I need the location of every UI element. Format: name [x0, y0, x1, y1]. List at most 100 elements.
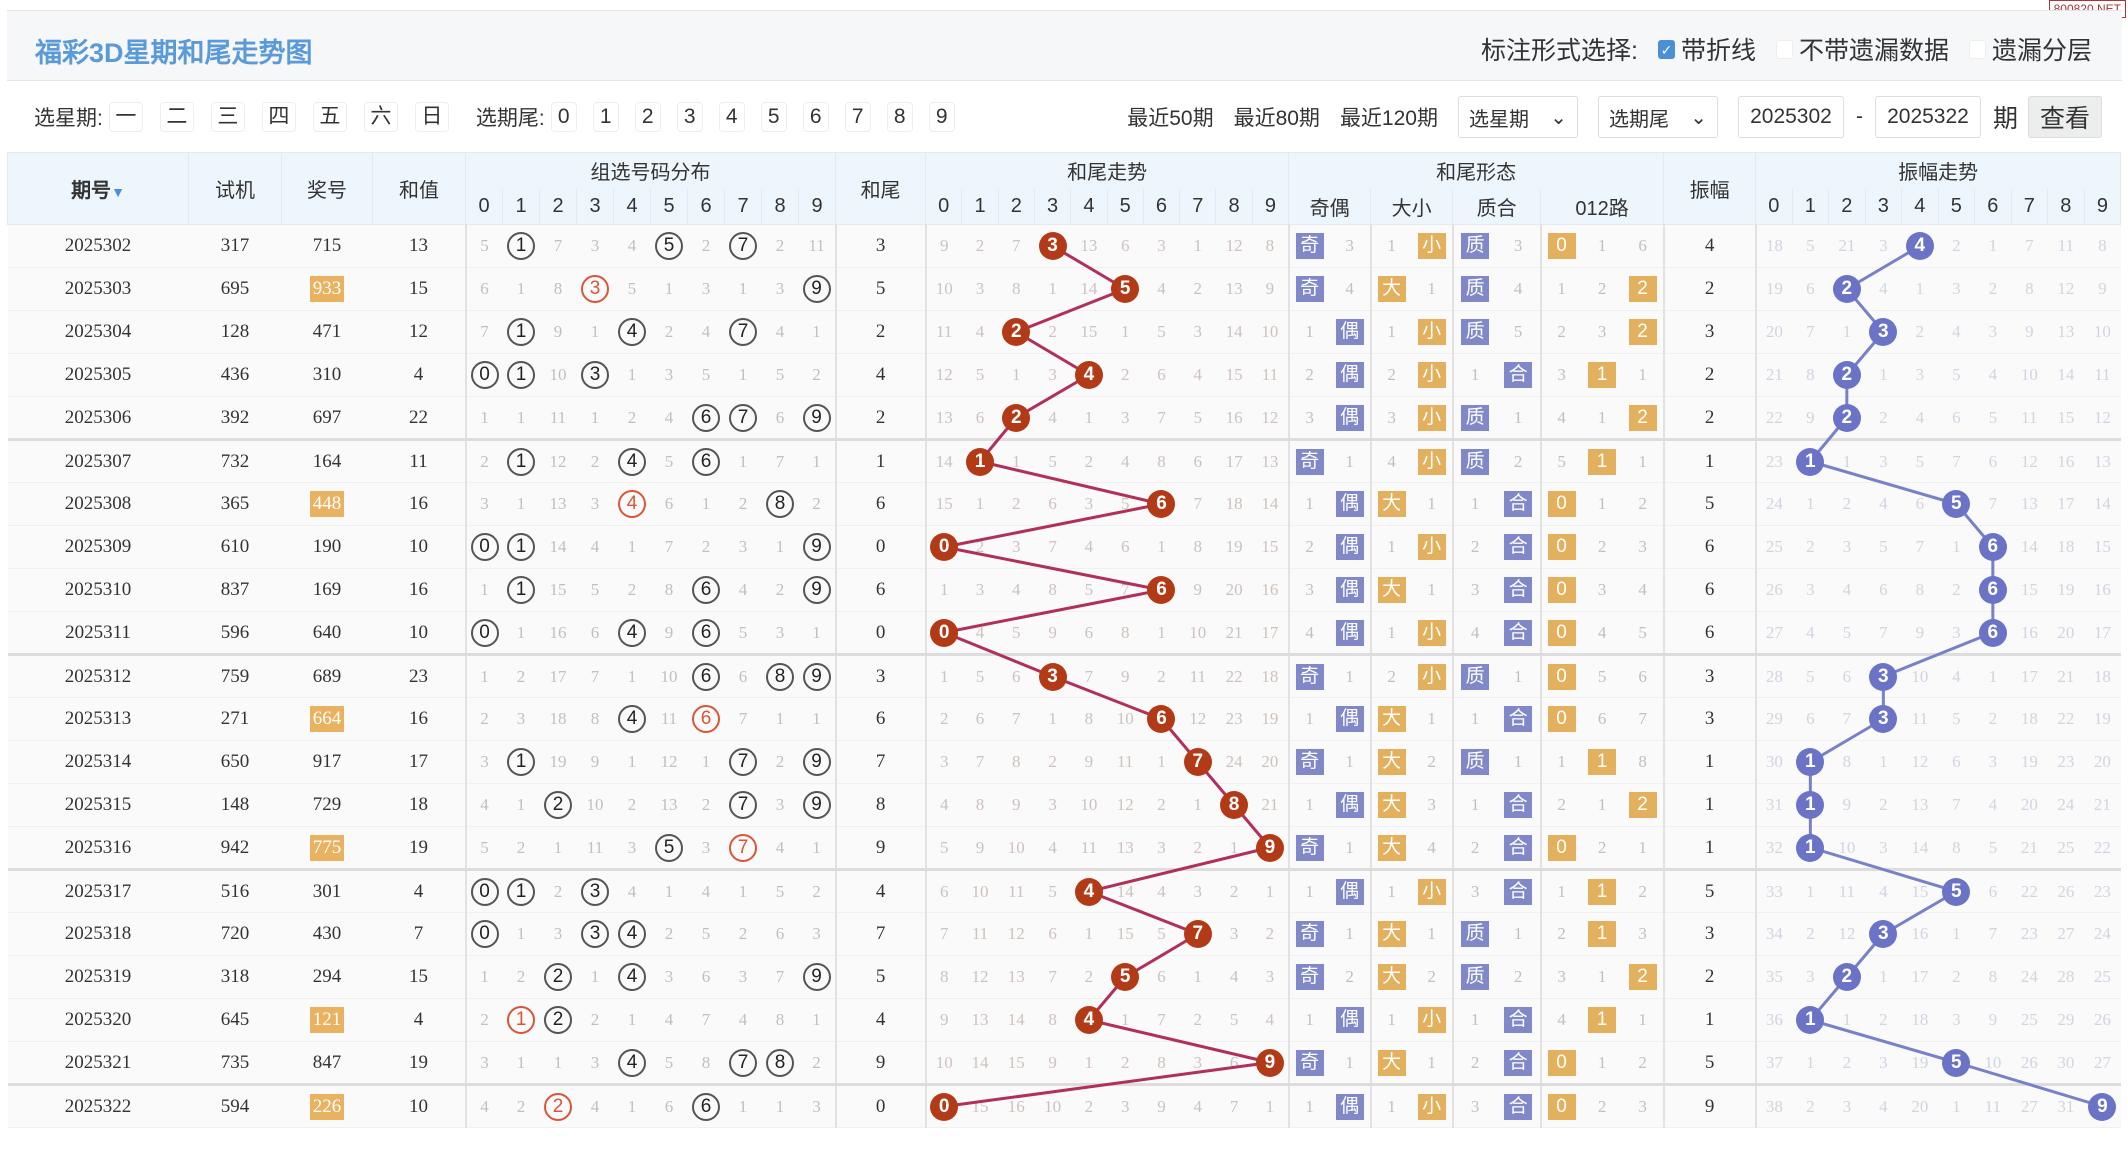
dist-cell: 8 — [576, 697, 614, 741]
recent-120-link[interactable]: 最近120期 — [1339, 107, 1438, 130]
table-row: 2025313 271 664 16 2 3 18 8 4 11 6 7 1 1 6 2 6 7 1 8 10 6 12 23… — [7, 697, 2121, 741]
dist-cell: 3 — [687, 826, 725, 871]
form-cell: 合 — [1496, 353, 1541, 397]
dist-cell: 5 — [576, 568, 614, 612]
form-cell: 0 — [1539, 482, 1582, 526]
amp-trend-cell: 27 — [1754, 611, 1793, 656]
form-cell: 小 — [1411, 353, 1453, 397]
checkbox-no-omission[interactable] — [1775, 39, 1793, 59]
dist-cell: 3 — [464, 482, 503, 526]
week-select[interactable]: 选星期 ⌄ — [1457, 96, 1578, 138]
dist-cell: 9 — [798, 955, 836, 999]
form-sub-header: 奇偶 — [1288, 188, 1372, 225]
sort-icon[interactable]: ▼ — [111, 184, 125, 200]
option-no-omission-label[interactable]: 不带遗漏数据 — [1798, 37, 1949, 65]
tail-button-5[interactable]: 5 — [760, 102, 787, 132]
dist-cell: 2 — [539, 1084, 577, 1128]
tail-trend-cell: 3 — [1107, 396, 1144, 441]
amp-trend-cell: 4 — [1901, 396, 1939, 441]
week-button-1[interactable]: 二 — [159, 102, 194, 132]
draw-number: 471 — [312, 321, 342, 342]
form-cell: 3 — [1451, 1084, 1497, 1128]
tail-button-1[interactable]: 1 — [592, 102, 619, 132]
form-cell: 小 — [1411, 525, 1453, 569]
tail-trend-cell: 13 — [961, 998, 999, 1042]
week-button-5[interactable]: 六 — [363, 102, 398, 132]
week-button-6[interactable]: 日 — [414, 102, 449, 132]
tail-select[interactable]: 选期尾 ⌄ — [1597, 96, 1718, 138]
dist-cell: 3 — [576, 869, 614, 913]
form-cell: 0 — [1539, 1084, 1582, 1128]
form-cell: 合 — [1496, 826, 1541, 871]
recent-80-link[interactable]: 最近80期 — [1233, 107, 1320, 130]
amp-trend-cell: 1 — [1974, 224, 2012, 268]
option-polyline-label[interactable]: 带折线 — [1680, 37, 1756, 65]
col-group-form: 和尾形态 — [1288, 152, 1665, 189]
form-cell: 奇 — [1287, 826, 1330, 871]
dist-cell: 4 — [464, 783, 503, 827]
dist-cell: 7 — [576, 654, 614, 698]
form-cell: 0 — [1539, 525, 1582, 569]
tail-button-4[interactable]: 4 — [718, 102, 745, 132]
checkbox-omission-layer[interactable] — [1968, 39, 1986, 59]
hit-digit-circle: 1 — [507, 576, 535, 604]
checkbox-polyline[interactable]: ✓ — [1657, 39, 1675, 59]
form-cell: 1 — [1329, 740, 1371, 784]
issue-cell: 2025304 — [7, 310, 189, 354]
week-button-0[interactable]: 一 — [108, 102, 143, 132]
form-cell: 质 — [1451, 267, 1497, 311]
issue-cell: 2025318 — [7, 912, 189, 956]
to-issue-input[interactable]: 2025322 — [1874, 96, 1981, 138]
tail-button-9[interactable]: 9 — [928, 102, 955, 132]
amp-trend-cell: 20 — [2084, 740, 2121, 784]
form-badge: 偶 — [1335, 577, 1364, 603]
amp-trend-cell: 2 — [1792, 1084, 1829, 1128]
tail-trend-cell: 3 — [1215, 912, 1253, 956]
form-badge: 大 — [1377, 577, 1406, 603]
amp-trend-ball: 3 — [1869, 318, 1898, 346]
col-issue[interactable]: 期号▼ — [7, 152, 189, 225]
form-cell: 3 — [1622, 1084, 1664, 1128]
trend-digit-header: 2 — [997, 188, 1035, 225]
tail-trend-cell: 3 — [1143, 224, 1180, 268]
week-button-4[interactable]: 五 — [312, 102, 347, 132]
dist-cell: 5 — [687, 912, 725, 956]
week-button-2[interactable]: 三 — [210, 102, 245, 132]
tail-button-0[interactable]: 0 — [550, 102, 577, 132]
amp-trend-cell: 3 — [1865, 912, 1902, 956]
from-issue-input[interactable]: 2025302 — [1737, 96, 1844, 138]
form-badge: 质 — [1461, 276, 1490, 302]
recent-50-link[interactable]: 最近50期 — [1127, 107, 1214, 130]
amp-trend-cell: 3 — [1901, 353, 1939, 397]
sum-cell: 7 — [372, 912, 466, 956]
tail-button-8[interactable]: 8 — [886, 102, 913, 132]
tail-button-3[interactable]: 3 — [676, 102, 703, 132]
week-button-3[interactable]: 四 — [261, 102, 296, 132]
dist-cell: 3 — [539, 912, 577, 956]
tail-trend-cell: 19 — [1252, 697, 1289, 741]
amp-trend-cell: 3 — [1865, 310, 1902, 354]
dist-cell: 9 — [798, 568, 836, 612]
dist-cell: 4 — [613, 310, 651, 354]
amp-trend-cell: 8 — [2011, 267, 2048, 311]
tail-button-2[interactable]: 2 — [634, 102, 661, 132]
amp-trend-cell: 23 — [2084, 869, 2121, 913]
form-badge: 质 — [1461, 964, 1490, 990]
form-cell: 偶 — [1329, 611, 1371, 656]
form-badge: 2 — [1628, 319, 1657, 345]
tail-button-7[interactable]: 7 — [844, 102, 871, 132]
amp-trend-cell: 1 — [1901, 267, 1939, 311]
dist-cell: 3 — [798, 1084, 836, 1128]
view-button[interactable]: 查看 — [2028, 96, 2102, 138]
form-cell: 1 — [1329, 826, 1371, 871]
table-row: 2025316 942 775 19 5 2 1 11 3 5 3 7 4 1 9 5 9 10 4 11 13 3 2 1 9… — [7, 826, 2121, 871]
option-omission-layer-label[interactable]: 遗漏分层 — [1991, 37, 2092, 65]
tail-trend-cell: 15 — [1252, 525, 1289, 569]
amp-trend-cell: 20 — [1901, 1084, 1939, 1128]
form-badge: 偶 — [1335, 1007, 1364, 1033]
dist-cell: 16 — [539, 611, 577, 656]
amp-trend-cell: 5 — [1938, 353, 1975, 397]
tail-button-6[interactable]: 6 — [802, 102, 829, 132]
amp-trend-cell: 6 — [1901, 482, 1939, 526]
draw-number: 169 — [312, 579, 342, 600]
